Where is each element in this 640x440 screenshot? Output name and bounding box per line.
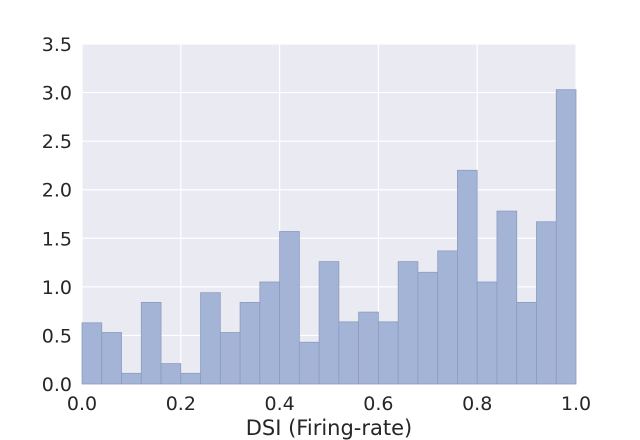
histogram-bar: [160, 363, 182, 385]
x-tick-label: 0.2: [166, 393, 196, 415]
y-axis-ticks: 0.0 0.5 1.0 1.5 2.0 2.5 3.0 3.5: [42, 34, 72, 396]
histogram-bar: [417, 271, 439, 385]
histogram-bar: [239, 301, 261, 385]
histogram-bar: [121, 372, 142, 385]
y-tick-label: 0.5: [42, 325, 72, 347]
histogram-bar: [377, 321, 399, 385]
histogram-bar: [81, 322, 103, 385]
bars: [81, 89, 577, 385]
histogram-bar: [219, 332, 241, 385]
histogram-bar: [180, 372, 201, 385]
histogram-bar: [318, 261, 340, 385]
histogram-bar: [555, 89, 577, 385]
x-tick-label: 1.0: [561, 393, 591, 415]
histogram-bar: [200, 292, 221, 385]
histogram-bar: [476, 281, 498, 385]
y-tick-label: 0.0: [42, 374, 72, 396]
histogram-bar: [338, 321, 360, 385]
histogram-bar: [457, 169, 478, 385]
histogram-bar: [397, 261, 419, 385]
histogram-bar: [298, 341, 320, 385]
x-axis-title: DSI (Firing-rate): [246, 416, 412, 440]
x-tick-label: 0.8: [462, 393, 492, 415]
x-axis-ticks: 0.0 0.2 0.4 0.6 0.8 1.0: [67, 393, 591, 415]
histogram-bar: [516, 301, 537, 385]
x-tick-label: 0.4: [264, 393, 294, 415]
x-tick-label: 0.0: [67, 393, 97, 415]
y-tick-label: 1.0: [42, 277, 72, 299]
histogram-bar: [437, 250, 458, 385]
histogram-bar: [259, 281, 280, 385]
histogram-bar: [140, 301, 162, 385]
histogram-bar: [279, 231, 300, 385]
histogram-bar: [536, 221, 557, 385]
histogram-bar: [358, 311, 379, 385]
y-tick-label: 1.5: [42, 228, 72, 250]
x-tick-label: 0.6: [363, 393, 393, 415]
histogram-bar: [496, 210, 518, 385]
histogram-bar: [101, 332, 122, 385]
y-tick-label: 3.5: [42, 34, 72, 56]
y-tick-label: 3.0: [42, 83, 72, 105]
y-tick-label: 2.0: [42, 180, 72, 202]
grid-lines: [81, 43, 577, 385]
y-tick-label: 2.5: [42, 131, 72, 153]
